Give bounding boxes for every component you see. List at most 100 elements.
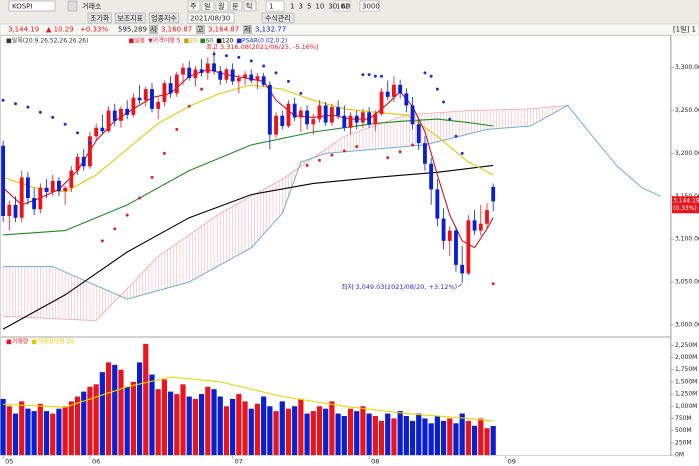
quick-interval[interactable]: 10 — [315, 3, 324, 11]
candle-body — [398, 84, 403, 94]
y-tick-label: 3,300.00 — [675, 64, 699, 71]
volume-bar — [130, 381, 136, 455]
quote-price: 3,144.19 — [8, 26, 39, 34]
psar-dot — [26, 105, 30, 109]
volume-bar — [81, 391, 87, 455]
interval[interactable]: 1 — [269, 3, 273, 11]
candle-body — [125, 108, 130, 115]
interval-box[interactable] — [265, 0, 285, 12]
symbol-box[interactable] — [8, 0, 56, 12]
market: 거래소 — [82, 2, 102, 11]
candle-body — [286, 103, 291, 126]
period-label[interactable]: 분 — [232, 3, 239, 11]
candle-body — [131, 97, 136, 115]
period-label[interactable]: 주 — [190, 3, 197, 11]
y-tick-label: 500M — [675, 427, 692, 434]
y-tick-label: 1,500M — [675, 378, 697, 385]
psar-dot — [299, 91, 303, 95]
symbol[interactable]: KOSPI — [12, 3, 32, 11]
volume-bar — [31, 411, 37, 455]
quick-interval[interactable]: 60 — [341, 3, 350, 11]
count2-box[interactable] — [359, 0, 380, 12]
date[interactable]: 2021/08/30 — [190, 15, 230, 23]
candle-body — [447, 230, 452, 241]
formula-button[interactable] — [261, 12, 295, 24]
label-box — [196, 25, 205, 34]
candle-body — [13, 204, 18, 218]
volume-bar — [205, 386, 211, 455]
candle-body — [385, 91, 390, 97]
candle-body — [218, 71, 223, 80]
period-button[interactable] — [229, 0, 243, 12]
count-box[interactable] — [333, 0, 351, 12]
volume-bar — [50, 413, 56, 455]
period-label[interactable]: 틱 — [246, 2, 252, 11]
toolbar-button[interactable] — [148, 12, 180, 24]
psar-dot — [187, 104, 191, 108]
psar-dot — [212, 52, 216, 56]
quick-interval[interactable]: 30 — [328, 3, 337, 11]
count2[interactable]: 3000 — [362, 3, 380, 11]
volume-bar — [459, 413, 465, 455]
volume-bar — [149, 374, 155, 455]
volume-bar — [440, 420, 447, 455]
period-button[interactable] — [243, 0, 257, 12]
candle-body — [410, 105, 415, 125]
volume-bar — [56, 408, 62, 455]
quick-interval[interactable]: 5 — [307, 3, 311, 11]
date-box[interactable] — [187, 12, 235, 24]
candle-body — [230, 69, 235, 82]
volume-bar — [292, 406, 298, 455]
candle-body — [392, 84, 396, 97]
candle-body — [267, 84, 272, 135]
quick-interval[interactable]: 1 — [290, 3, 294, 11]
search-button[interactable] — [67, 0, 78, 12]
legend-item: ■일봉 — [128, 37, 145, 45]
open-label: 시 — [150, 26, 156, 34]
volume-bar — [37, 403, 43, 455]
period-button[interactable] — [201, 0, 215, 12]
y-tick-label: 1,750M — [675, 366, 697, 373]
volume-bar — [471, 425, 478, 455]
cloud-hatch — [2, 105, 565, 321]
volume-bar — [366, 413, 372, 455]
psar-dot — [380, 74, 384, 78]
volume-bar — [478, 418, 484, 455]
toolbar-button-label[interactable]: 초기화 — [90, 14, 110, 23]
volume-bar — [298, 398, 304, 455]
y-tick-label: 3,000.00 — [675, 321, 699, 328]
candle-body — [137, 97, 142, 101]
volume-bar — [360, 406, 366, 455]
toolbar-button-label[interactable]: 업종지수 — [151, 14, 177, 23]
candle-body — [478, 223, 483, 231]
quick-interval[interactable]: 3 — [298, 3, 302, 11]
period-button[interactable] — [187, 0, 201, 12]
volume-bar — [310, 411, 316, 455]
volume-bar — [180, 384, 186, 455]
toolbar-button-label[interactable]: 보조지표 — [117, 14, 143, 23]
formula[interactable]: 수식관리 — [265, 14, 291, 23]
volume-bar — [347, 408, 354, 455]
count[interactable]: 102 — [336, 3, 349, 11]
period-label[interactable]: 월 — [218, 2, 224, 11]
period: [1일] 1 — [673, 25, 696, 34]
volume-bar — [186, 396, 192, 455]
toolbar-button[interactable] — [87, 12, 112, 24]
period-label[interactable]: 일 — [204, 2, 210, 11]
period-button[interactable] — [215, 0, 229, 12]
toolbar-button[interactable] — [115, 12, 146, 24]
candle-body — [199, 69, 204, 73]
candle-body — [168, 83, 173, 94]
candle-body — [360, 112, 365, 123]
y-tick-label: 3,250.00 — [675, 107, 699, 114]
candle-body — [329, 107, 334, 123]
psar-dot — [286, 79, 290, 83]
legend-item: ▼가격이평 5 — [148, 37, 181, 45]
volume-bar — [242, 401, 248, 455]
quote-low: 3,132.77 — [255, 26, 286, 34]
volume-bar — [155, 389, 161, 455]
volume-bar — [93, 384, 99, 455]
legend-item: ■거래량이평 20 — [31, 338, 74, 346]
psar-dot — [262, 64, 266, 68]
psar-dot — [330, 153, 334, 157]
